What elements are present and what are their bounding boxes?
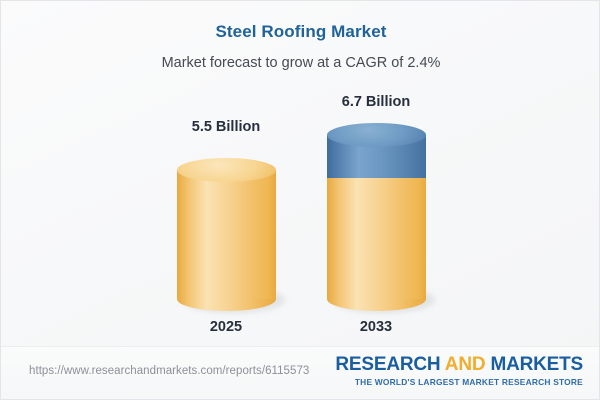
bar-group-2033: 6.7 Billion 2033 <box>296 91 456 341</box>
report-url[interactable]: https://www.researchandmarkets.com/repor… <box>29 365 310 377</box>
logo-wordmark: RESEARCH AND MARKETS <box>335 354 583 376</box>
chart-subtitle: Market forecast to grow at a CAGR of 2.4… <box>161 55 441 71</box>
bar-segment-body <box>327 170 426 299</box>
page-title: Steel Roofing Market <box>215 22 387 41</box>
bar-value-label: 5.5 Billion <box>191 119 261 135</box>
bar-segment-cap <box>327 123 426 147</box>
logo-tagline: THE WORLD'S LARGEST MARKET RESEARCH STOR… <box>354 377 583 387</box>
bar-segment-growth <box>327 123 426 182</box>
bar-segment-body <box>177 170 276 299</box>
bar-group-2025: 5.5 Billion 2025 <box>146 91 306 341</box>
chart-footer: https://www.researchandmarkets.com/repor… <box>1 346 599 399</box>
research-and-markets-logo[interactable]: RESEARCH AND MARKETS THE WORLD'S LARGEST… <box>335 354 583 388</box>
bar-segment-cap <box>177 158 276 182</box>
logo-research-text: RESEARCH <box>335 354 445 375</box>
bar-segment-base <box>327 158 426 311</box>
bar-cylinder-2025[interactable] <box>177 158 276 311</box>
bar-category-label: 2033 <box>359 319 393 335</box>
logo-markets-text: MARKETS <box>485 354 583 375</box>
chart-header: Steel Roofing Market Market forecast to … <box>1 1 599 72</box>
chart-plot-area: 5.5 Billion 2025 6.7 Billion <box>1 91 599 341</box>
bar-segment-base <box>177 158 276 311</box>
logo-and-text: AND <box>444 354 486 375</box>
bar-category-label: 2025 <box>209 319 243 335</box>
bar-cylinder-2033[interactable] <box>327 123 426 311</box>
bar-value-label: 6.7 Billion <box>341 94 411 110</box>
